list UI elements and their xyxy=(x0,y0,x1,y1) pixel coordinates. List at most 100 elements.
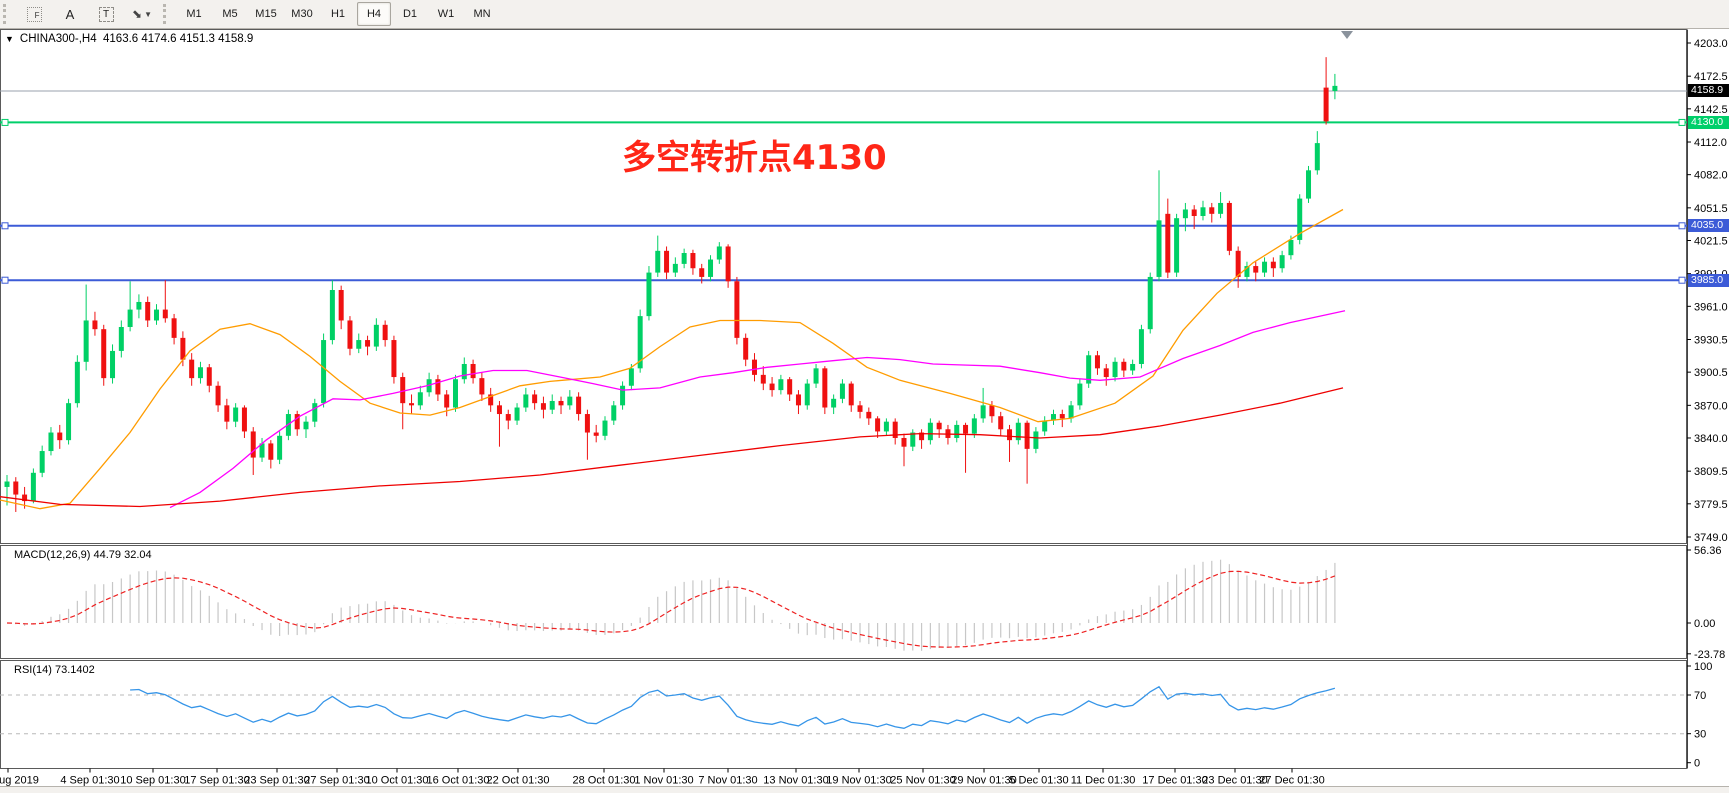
text-label-button[interactable]: T xyxy=(89,2,123,26)
toolbar-grip-2[interactable] xyxy=(163,4,173,24)
toolbar-grip[interactable] xyxy=(3,4,13,24)
chart-tool-icon: F xyxy=(26,6,42,22)
candle xyxy=(1015,422,1021,441)
candle xyxy=(980,405,986,419)
candle xyxy=(189,359,195,379)
price-axis[interactable]: 4203.0 4172.5 4142.5 4112.0 4082.0 4051.5 4021… xyxy=(1687,38,1728,770)
price-axis-label: 4021.5 xyxy=(1694,235,1728,247)
arrow-objects-button[interactable]: ⬊ ▼ xyxy=(125,2,159,26)
candle xyxy=(1147,276,1153,330)
timeframe-button-mn[interactable]: MN xyxy=(473,8,491,20)
candle xyxy=(1130,363,1136,371)
candle xyxy=(681,253,687,264)
candle xyxy=(743,337,749,360)
candle xyxy=(470,363,476,379)
date-axis-label: 7 Nov 01:30 xyxy=(698,775,757,787)
candle xyxy=(1262,261,1268,273)
text-insert-icon: A xyxy=(65,6,75,22)
timeframe-button-d1[interactable]: D1 xyxy=(402,8,418,20)
candle xyxy=(1138,329,1144,364)
candle xyxy=(584,414,590,433)
hline-handle[interactable] xyxy=(1,222,9,230)
candle xyxy=(831,398,837,408)
candle xyxy=(567,396,573,406)
candle xyxy=(101,329,107,379)
candle xyxy=(857,405,863,412)
rsi-pane xyxy=(0,685,1687,735)
candle xyxy=(224,405,230,422)
date-axis-label: 17 Dec 01:30 xyxy=(1142,775,1207,787)
chart-title[interactable]: ▼ CHINA300-,H4 4163.6 4174.6 4151.3 4158.… xyxy=(5,33,253,45)
hline-handle[interactable] xyxy=(1678,118,1686,126)
timeframe-button-m30[interactable]: M30 xyxy=(291,8,313,20)
timeframe-button-m5[interactable]: M5 xyxy=(222,8,238,20)
candle xyxy=(74,361,80,404)
price-axis-label: 3930.5 xyxy=(1694,335,1728,347)
candle xyxy=(83,320,89,362)
date-axis-label: 23 Dec 01:30 xyxy=(1202,775,1267,787)
candle xyxy=(1112,361,1118,378)
candle xyxy=(206,367,212,386)
candle xyxy=(461,363,467,380)
hline-price-tag-3985: 3985.0 xyxy=(1688,273,1729,287)
timeframe-button-m1[interactable]: M1 xyxy=(186,8,202,20)
hline-handle[interactable] xyxy=(1,118,9,126)
candle xyxy=(901,437,907,447)
candle xyxy=(795,394,801,406)
chart-shift-marker-icon[interactable] xyxy=(1341,31,1353,39)
candle xyxy=(1033,431,1039,449)
chart-pane[interactable] xyxy=(0,545,1687,659)
date-axis-label: 13 Nov 01:30 xyxy=(763,775,828,787)
candle xyxy=(1226,202,1232,251)
candle xyxy=(197,367,203,379)
timeframe-button-w1[interactable]: W1 xyxy=(437,8,455,20)
candle xyxy=(136,301,142,310)
text-insert-button[interactable]: A xyxy=(53,2,87,26)
candle xyxy=(347,320,353,349)
candle xyxy=(417,392,423,406)
hline-handle[interactable] xyxy=(1678,222,1686,230)
candle xyxy=(787,379,793,395)
candle xyxy=(602,420,608,436)
candle xyxy=(391,340,397,378)
price-axis-label: 4142.5 xyxy=(1694,104,1728,116)
candle xyxy=(1094,355,1100,369)
rsi-scale-label: 0 xyxy=(1694,758,1700,770)
price-axis-label: 4203.0 xyxy=(1694,38,1728,50)
candle xyxy=(954,424,960,438)
candle xyxy=(1288,239,1294,256)
rsi-scale-label: 30 xyxy=(1694,729,1706,741)
symbol-dropdown-icon[interactable]: ▼ xyxy=(5,34,14,44)
candle xyxy=(611,405,617,421)
chart-annotation-text[interactable]: 多空转折点4130 xyxy=(622,138,887,178)
price-axis-label: 3749.0 xyxy=(1694,532,1728,544)
chart-pane[interactable] xyxy=(0,660,1687,769)
candle xyxy=(479,378,485,395)
timeframe-button-h1[interactable]: H1 xyxy=(330,8,346,20)
candle xyxy=(1103,368,1109,378)
candle xyxy=(294,414,300,430)
date-axis-label: 17 Sep 01:30 xyxy=(184,775,249,787)
moving-average-line-ma-fast xyxy=(0,208,1344,510)
candle xyxy=(1253,266,1259,273)
candle xyxy=(813,368,819,384)
hline-handle[interactable] xyxy=(1,276,9,284)
chart-tool-button[interactable]: F xyxy=(17,2,51,26)
macd-value-signal: 32.04 xyxy=(124,548,152,561)
candle xyxy=(655,250,661,273)
macd-scale-label: 56.36 xyxy=(1694,545,1722,557)
price-axis-label: 4082.0 xyxy=(1694,170,1728,182)
candle xyxy=(540,403,546,410)
timeframe-button-m15[interactable]: M15 xyxy=(255,8,277,20)
date-axis-label: 22 Oct 01:30 xyxy=(487,775,550,787)
date-axis-label: 28 Oct 01:30 xyxy=(573,775,636,787)
hline-handle[interactable] xyxy=(1678,276,1686,284)
candle xyxy=(110,350,116,379)
timeframe-button-h4[interactable]: H4 xyxy=(357,2,391,26)
candle xyxy=(971,418,977,434)
candle xyxy=(268,443,274,460)
arrow-objects-icon: ⬊ xyxy=(132,7,143,21)
date-axis-label: 1 Nov 01:30 xyxy=(634,775,693,787)
